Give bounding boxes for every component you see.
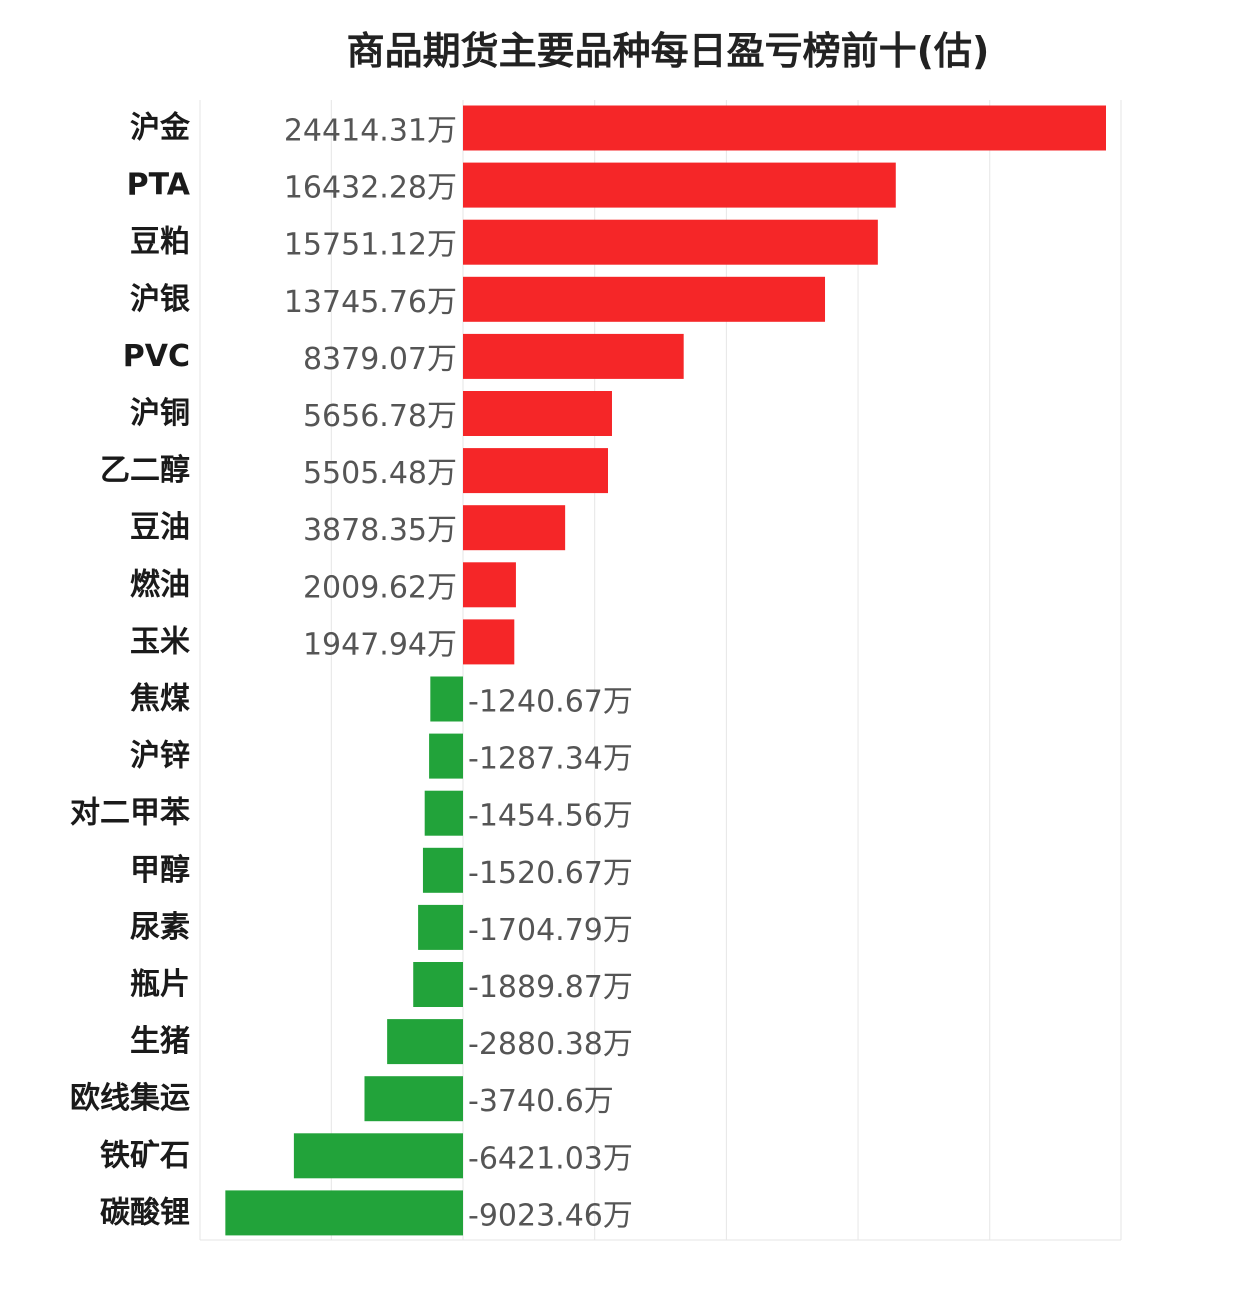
value-label: -1287.34万 xyxy=(468,742,633,777)
value-label: 2009.62万 xyxy=(303,570,457,605)
value-label: 5505.48万 xyxy=(303,456,457,491)
bar xyxy=(463,276,826,322)
category-label: 甲醇 xyxy=(130,853,190,888)
bar xyxy=(424,790,463,836)
category-label: 焦煤 xyxy=(130,682,190,717)
value-label: 16432.28万 xyxy=(284,171,457,206)
grid-lines xyxy=(199,100,1122,1241)
bar xyxy=(463,333,684,379)
value-label: 1947.94万 xyxy=(303,627,457,662)
value-label: -1240.67万 xyxy=(468,685,633,720)
value-label: -1520.67万 xyxy=(468,856,633,891)
bar xyxy=(364,1076,463,1122)
value-label: 3878.35万 xyxy=(303,513,457,548)
bar xyxy=(463,219,878,265)
value-label: 24414.31万 xyxy=(284,114,457,149)
value-label: -6421.03万 xyxy=(468,1141,633,1176)
bar xyxy=(463,391,612,436)
bar xyxy=(293,1133,463,1179)
value-labels: 24414.31万 16432.28万 15751.12万 13745.76万 8379… xyxy=(284,114,633,1234)
category-label: 铁矿石 xyxy=(100,1138,190,1173)
category-label: 乙二醇 xyxy=(100,453,190,488)
category-label: 玉米 xyxy=(130,624,190,659)
value-label: 15751.12万 xyxy=(284,228,457,263)
category-label: 生猪 xyxy=(130,1024,190,1059)
category-label: 尿素 xyxy=(130,910,190,945)
bar xyxy=(463,105,1106,151)
category-label: 沪金 xyxy=(130,111,191,146)
category-label: 沪锌 xyxy=(130,739,190,774)
bar xyxy=(429,733,463,779)
category-label: 碳酸锂 xyxy=(100,1195,190,1230)
category-label: 沪银 xyxy=(130,282,190,317)
bar xyxy=(418,904,463,950)
value-label: -9023.46万 xyxy=(468,1198,633,1233)
category-label: 欧线集运 xyxy=(70,1081,190,1116)
bar xyxy=(463,562,516,608)
chart-title: 商品期货主要品种每日盈亏榜前十(估) xyxy=(346,29,990,73)
category-label: PVC xyxy=(123,339,190,374)
category-label: PTA xyxy=(127,168,191,203)
category-label: 豆油 xyxy=(130,510,190,545)
bar xyxy=(463,448,608,494)
bars xyxy=(225,105,1106,1236)
value-label: -2880.38万 xyxy=(468,1027,633,1062)
bar xyxy=(463,162,896,208)
bar xyxy=(430,676,463,722)
bar xyxy=(413,962,463,1007)
value-label: 13745.76万 xyxy=(284,285,457,320)
category-label: 豆粕 xyxy=(130,225,190,260)
bar xyxy=(225,1190,463,1236)
bar xyxy=(387,1019,463,1065)
value-label: -1704.79万 xyxy=(468,913,633,948)
category-label: 瓶片 xyxy=(130,967,190,1002)
bar xyxy=(422,847,463,893)
category-label: 沪铜 xyxy=(130,396,190,431)
value-label: 5656.78万 xyxy=(303,399,457,434)
bar xyxy=(463,619,515,665)
value-label: 8379.07万 xyxy=(303,342,457,377)
value-label: -1454.56万 xyxy=(468,799,633,834)
category-label: 对二甲苯 xyxy=(70,796,190,831)
value-label: -3740.6万 xyxy=(468,1084,614,1119)
category-label: 燃油 xyxy=(130,567,190,602)
bar xyxy=(463,505,566,551)
value-label: -1889.87万 xyxy=(468,970,633,1005)
